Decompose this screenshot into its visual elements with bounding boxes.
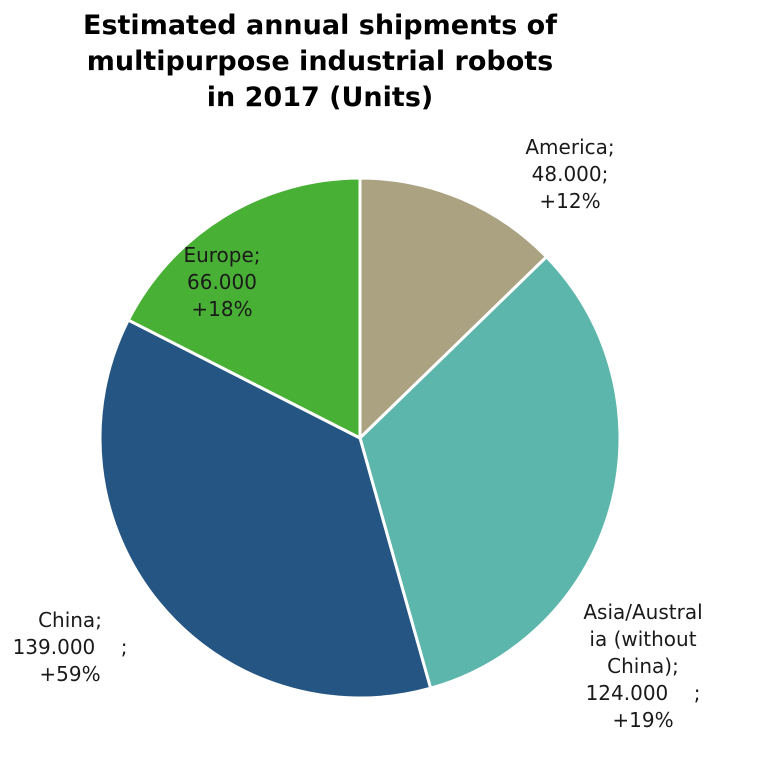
data-label-america: America; 48.000; +12% (525, 135, 614, 213)
data-label-europe: Europe; 66.000 +18% (183, 243, 260, 321)
chart-title: Estimated annual shipments of multipurpo… (0, 8, 640, 116)
data-label-line: Europe; (183, 243, 260, 267)
data-label-line: +19% (612, 708, 673, 732)
data-label-line: China); (607, 654, 679, 678)
data-label-line: +18% (191, 297, 252, 321)
data-label-line: 124.000 ; (586, 681, 701, 705)
chart-title-line-2: multipurpose industrial robots (86, 46, 554, 77)
data-label-line: China; (38, 608, 102, 632)
data-label-line: 48.000; (532, 162, 609, 186)
data-label-line: +12% (539, 189, 600, 213)
data-label-line: ia (without (589, 627, 696, 651)
data-label-line: +59% (39, 662, 100, 686)
data-label-line: Asia/Austral (583, 600, 702, 624)
pie-slice-asia-australia-without-china (358, 255, 622, 690)
data-label-line: 139.000 ; (13, 635, 128, 659)
pie-slice-europe (126, 176, 362, 440)
pie-slice-america (358, 176, 549, 440)
chart-title-line-1: Estimated annual shipments of (83, 10, 557, 41)
chart-title-line-3: in 2017 (Units) (206, 82, 434, 113)
data-label-line: America; (525, 135, 614, 159)
data-label-china: China; 139.000 ; +59% (13, 608, 128, 686)
pie-slice-china (98, 318, 433, 700)
data-label-asia-australia-without-china: Asia/Austral ia (without China); 124.000 ; +… (583, 600, 702, 732)
data-label-line: 66.000 (187, 270, 257, 294)
